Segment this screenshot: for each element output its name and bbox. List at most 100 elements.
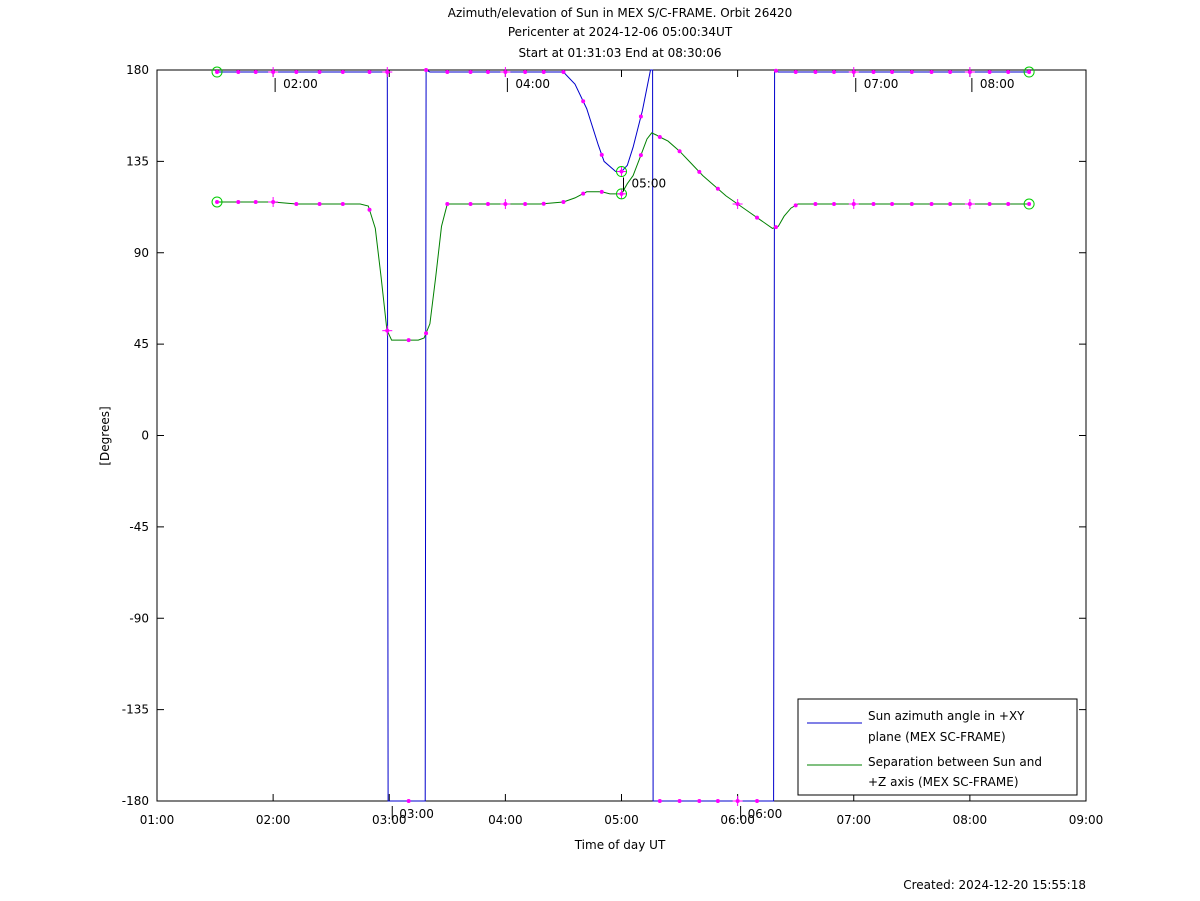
y-tick-label: 0 — [141, 429, 149, 443]
series-1-dot-marker — [755, 215, 760, 220]
annotation-label: 05:00 — [632, 177, 667, 191]
series-line-separation — [217, 132, 1030, 341]
y-tick-label: -90 — [129, 611, 149, 625]
series-1-dot-marker — [253, 199, 258, 204]
series-0-dot-marker — [445, 70, 450, 75]
series-1-dot-marker — [929, 202, 934, 207]
x-tick-label: 02:00 — [256, 813, 291, 827]
series-0-dot-marker — [871, 70, 876, 75]
y-tick-label: 90 — [134, 246, 149, 260]
series-0-dot-marker — [1027, 70, 1032, 75]
series-1-dot-marker — [793, 203, 798, 208]
series-0-circle-marker — [616, 166, 627, 178]
series-1-dot-marker — [697, 169, 702, 174]
series-0-dot-marker — [890, 70, 895, 75]
series-0-dot-marker — [367, 70, 372, 75]
series-0-dot-marker — [638, 114, 643, 119]
legend-label-azimuth-line-2: plane (MEX SC-FRAME) — [868, 730, 1006, 744]
annotation-layer: 02:00 03:00 04:00 05:00 06:00 07:00 08:00 — [274, 77, 1014, 821]
series-1-dot-marker — [523, 202, 528, 207]
y-tick-label: -135 — [122, 703, 149, 717]
chart-title-line-1: Azimuth/elevation of Sun in MEX S/C-FRAM… — [448, 6, 793, 20]
legend-box — [797, 698, 1078, 796]
series-1-dot-marker — [638, 153, 643, 158]
series-1-dot-marker — [317, 202, 322, 207]
y-tick-label: 180 — [126, 63, 149, 77]
y-tick-label: -45 — [129, 520, 149, 534]
y-tick-label: 135 — [126, 154, 149, 168]
series-0-dot-marker — [929, 70, 934, 75]
series-1-dot-marker — [406, 338, 411, 343]
annotation-label: 06:00 — [748, 807, 783, 821]
series-1-dot-marker — [215, 199, 220, 204]
series-0-circle-marker — [1023, 66, 1035, 78]
legend-label-separation-line-2: +Z axis (MEX SC-FRAME) — [868, 775, 1019, 789]
series-1-dot-marker — [367, 207, 372, 212]
series-0-dot-marker — [715, 799, 720, 803]
legend-label-azimuth-line-1: Sun azimuth angle in +XY — [868, 709, 1025, 723]
y-tick-label: -180 — [122, 794, 149, 808]
legend-label-separation-line-1: Separation between Sun and — [868, 755, 1042, 769]
created-timestamp: Created: 2024-12-20 15:55:18 — [903, 878, 1086, 892]
x-tick-label: 01:00 — [140, 813, 175, 827]
x-tick-label: 04:00 — [488, 813, 523, 827]
series-1-dot-marker — [485, 202, 490, 207]
x-tick-label: 08:00 — [953, 813, 988, 827]
series-1-dot-marker — [1006, 202, 1011, 207]
series-0-dot-marker — [1006, 70, 1011, 75]
marker-layer — [211, 66, 1035, 806]
annotation-label: 07:00 — [864, 77, 899, 91]
series-1-dot-marker — [445, 202, 450, 207]
annotation-label: 02:00 — [283, 77, 318, 91]
series-1-dot-marker — [424, 331, 429, 336]
series-1-circle-marker — [1023, 198, 1035, 210]
series-1-dot-marker — [599, 189, 604, 194]
series-0-dot-marker — [755, 799, 760, 803]
series-1-dot-marker — [715, 186, 720, 191]
series-0-dot-marker — [793, 70, 798, 75]
series-0-dot-marker — [813, 70, 818, 75]
series-0-dot-marker — [317, 70, 322, 75]
series-0-dot-marker — [236, 70, 241, 75]
y-axis: 180 135 90 45 0 -45 -90 -135 -180 — [122, 63, 1086, 808]
series-1-dot-marker — [657, 135, 662, 140]
x-tick-label: 06:00 — [720, 813, 755, 827]
series-0-dot-marker — [987, 70, 992, 75]
series-0-dot-marker — [541, 70, 546, 75]
chart-title-line-2: Pericenter at 2024-12-06 05:00:34UT — [508, 25, 733, 39]
series-0-dot-marker — [468, 70, 473, 75]
series-1-dot-marker — [340, 202, 345, 207]
series-0-dot-marker — [773, 68, 778, 73]
series-1-dot-marker — [909, 202, 914, 207]
series-0-dot-marker — [677, 799, 682, 803]
series-0-dot-marker — [581, 99, 586, 104]
series-0-circle-marker — [211, 66, 223, 78]
series-0-dot-marker — [948, 70, 953, 75]
series-0-dot-marker — [523, 70, 528, 75]
series-0-dot-marker — [424, 68, 429, 72]
series-0-dot-marker — [909, 70, 914, 75]
series-1-dot-marker — [236, 199, 241, 204]
y-axis-label: [Degrees] — [98, 406, 112, 465]
series-1-dot-marker — [677, 149, 682, 154]
series-1-dot-marker — [948, 202, 953, 207]
series-0-dot-marker — [599, 152, 604, 157]
chart-title-line-3: Start at 01:31:03 End at 08:30:06 — [518, 46, 721, 60]
x-tick-label: 05:00 — [604, 813, 639, 827]
series-1-circle-marker — [211, 196, 223, 208]
series-0-dot-marker — [340, 70, 345, 75]
series-1-dot-marker — [468, 202, 473, 207]
annotation-label: 03:00 — [399, 807, 434, 821]
series-0-dot-marker — [657, 799, 662, 803]
series-0-dot-marker — [406, 799, 411, 803]
series-0-dot-marker — [832, 70, 837, 75]
series-0-dot-marker — [253, 70, 258, 75]
series-1-dot-marker — [581, 191, 586, 196]
series-0-dot-marker — [215, 70, 220, 75]
series-1-dot-marker — [813, 202, 818, 207]
series-1-dot-marker — [832, 202, 837, 207]
series-0-dot-marker — [485, 70, 490, 75]
series-0-dot-marker — [561, 70, 566, 75]
series-1-circle-marker — [616, 188, 627, 200]
